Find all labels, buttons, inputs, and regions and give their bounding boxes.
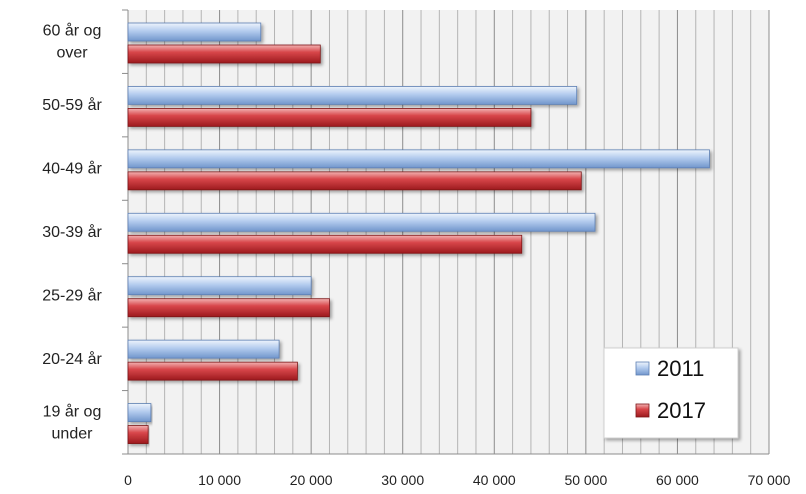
bar-2017-0 <box>127 44 321 64</box>
bar-2017-2 <box>127 171 582 191</box>
bars <box>127 22 710 444</box>
x-tick-label: 40 000 <box>473 472 516 488</box>
x-tick-label: 50 000 <box>564 472 607 488</box>
legend-label-2011: 2011 <box>657 356 704 381</box>
category-labels: 60 år og over 50-59 år 40-49 år 30-39 år 25-2… <box>42 22 102 443</box>
bar-2017-1 <box>127 108 532 127</box>
bar-2011-2 <box>127 149 710 169</box>
bar-2017-6 <box>127 425 149 444</box>
category-label: 20-24 år <box>42 350 102 368</box>
bar-2011-6 <box>127 403 152 422</box>
category-label: 60 år og <box>43 22 102 40</box>
x-tick-label: 70 000 <box>748 472 791 488</box>
category-label: 25-29 år <box>42 286 102 304</box>
category-label: under <box>52 425 94 442</box>
x-tick-label: 30 000 <box>381 472 424 488</box>
category-label: over <box>56 45 88 62</box>
x-tick-label: 60 000 <box>656 472 699 488</box>
bar-2017-5 <box>127 361 298 381</box>
legend-swatch-2011 <box>635 361 650 376</box>
bar-2011-5 <box>127 339 280 359</box>
legend-label-2017: 2017 <box>657 398 706 423</box>
bar-2017-4 <box>127 298 330 318</box>
category-label: 50-59 år <box>42 96 102 114</box>
category-label: 30-39 år <box>42 223 102 241</box>
legend-box <box>603 347 739 439</box>
x-axis-tick-labels: 0 10 000 20 000 30 000 40 000 50 000 60 000 70 … <box>124 472 791 488</box>
legend: 2011 2017 <box>603 347 739 439</box>
bar-2011-4 <box>127 276 312 296</box>
gridlines <box>122 9 770 455</box>
bar-2011-3 <box>127 212 596 232</box>
bar-2011-1 <box>127 86 578 105</box>
category-label: 19 år og <box>43 402 102 420</box>
category-label: 40-49 år <box>42 160 102 178</box>
x-tick-label: 0 <box>124 472 132 488</box>
x-tick-label: 20 000 <box>290 472 333 488</box>
legend-swatch-2017 <box>635 403 650 418</box>
x-tick-label: 10 000 <box>198 472 241 488</box>
bar-2011-0 <box>127 22 262 42</box>
bar-2017-3 <box>127 234 523 254</box>
